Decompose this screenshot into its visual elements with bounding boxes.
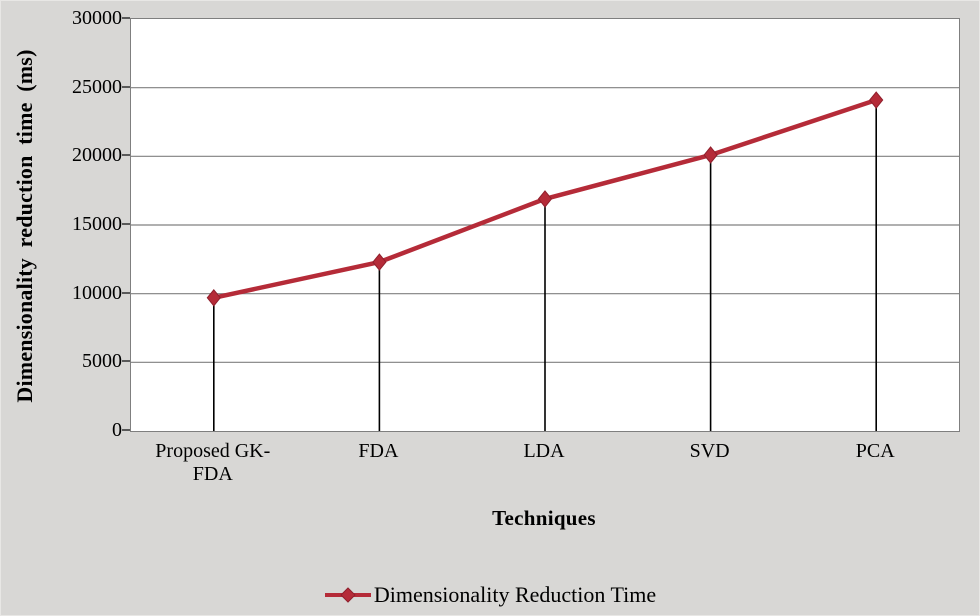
y-tick-mark — [122, 85, 130, 88]
y-tick-label: 0 — [112, 419, 122, 441]
legend-line-marker-icon — [324, 587, 371, 603]
y-tick-mark — [122, 360, 130, 363]
data-point-marker — [206, 288, 221, 307]
data-point-marker — [703, 146, 718, 164]
plot-area — [130, 18, 960, 432]
legend: Dimensionality Reduction Time — [0, 582, 980, 608]
data-point-marker — [372, 253, 387, 271]
x-category-label: PCA — [855, 440, 895, 462]
y-tick-label: 15000 — [72, 213, 122, 235]
y-tick-label: 10000 — [72, 281, 122, 304]
data-point-marker — [869, 91, 884, 109]
y-tick-label: 25000 — [72, 75, 122, 98]
x-axis-title: Techniques — [492, 506, 596, 530]
y-tick-label: 20000 — [72, 144, 122, 167]
chart-canvas — [131, 87, 959, 431]
y-tick-mark — [122, 291, 130, 294]
x-category-label: Proposed GK-FDA — [155, 440, 271, 485]
data-point-marker — [537, 190, 553, 208]
x-category-label: LDA — [523, 440, 565, 462]
x-category-label: SVD — [689, 440, 730, 462]
y-tick-mark — [122, 223, 130, 225]
x-category-label: FDA — [358, 440, 399, 462]
legend-label: Dimensionality Reduction Time — [373, 582, 657, 607]
y-tick-label: 30000 — [72, 7, 122, 29]
y-tick-label: 5000 — [82, 350, 122, 373]
y-tick-mark — [122, 429, 130, 431]
y-tick-mark — [122, 154, 130, 157]
y-tick-mark — [122, 17, 130, 19]
